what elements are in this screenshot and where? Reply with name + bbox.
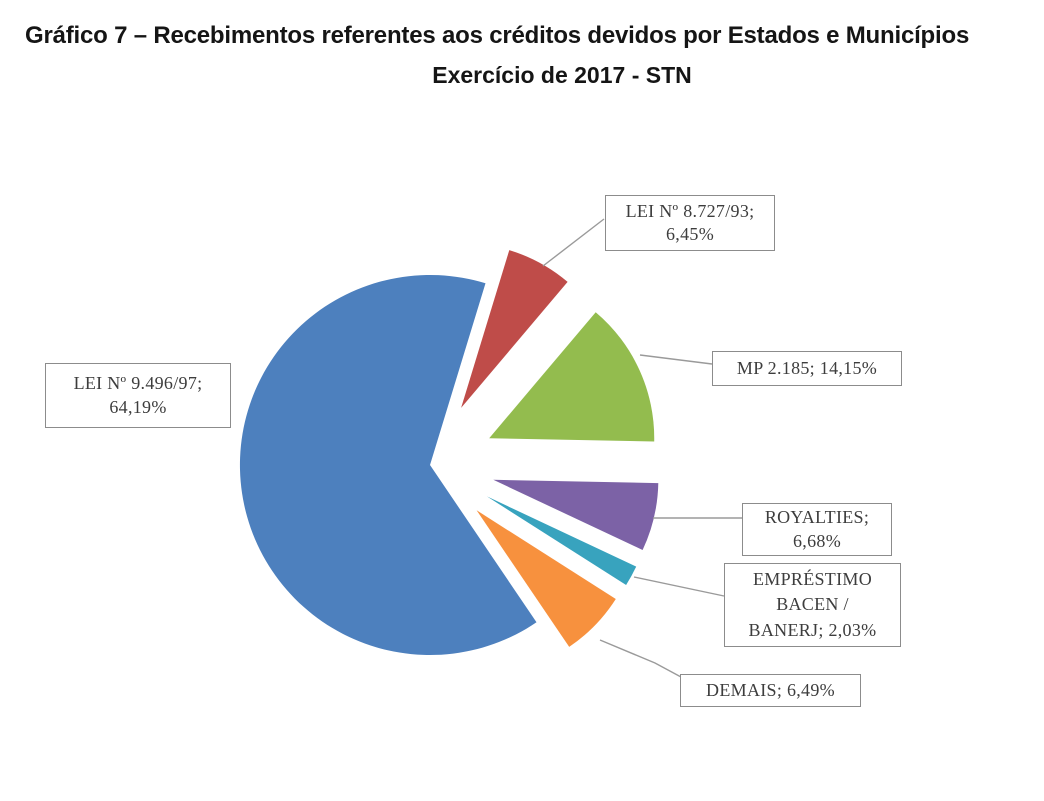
pie-slice-royalties: [493, 479, 659, 550]
label-text: LEI Nº 8.727/93;: [625, 200, 755, 221]
leader-lines-group: [542, 218, 742, 678]
label-text: ROYALTIES;: [764, 507, 870, 528]
label-text: EMPRÉSTIMO: [752, 569, 872, 590]
label-text: 6,45%: [666, 224, 714, 244]
label-text: DEMAIS; 6,49%: [706, 679, 835, 700]
label-box-lei-8727: LEI Nº 8.727/93; 6,45%: [605, 195, 775, 251]
pie-slice-mp-2-185: [489, 312, 655, 442]
pie-slice-lei-n-9-496-97: [239, 274, 537, 655]
label-text: 6,68%: [793, 530, 841, 551]
pie-slice-empr-stimo-bacen-banerj: [486, 496, 637, 585]
label-text: BANERJ; 2,03%: [748, 619, 877, 640]
pie-slices-group: [239, 250, 659, 655]
pie-slice-demais: [476, 510, 616, 647]
pie-slice-lei-n-8-727-93: [461, 250, 568, 408]
label-text: BACEN /: [776, 594, 849, 615]
leader-line: [599, 639, 682, 678]
leader-line: [639, 354, 713, 365]
chart-title-line1: Gráfico 7 – Recebimentos referentes aos …: [25, 22, 970, 49]
chart-title-line2: Exercício de 2017 - STN: [432, 62, 692, 88]
label-text: MP 2.185; 14,15%: [736, 357, 878, 378]
leader-line: [633, 576, 725, 597]
label-box-emprestimo-bacen-banerj: EMPRÉSTIMO BACEN / BANERJ; 2,03%: [724, 563, 901, 647]
label-text: 64,19%: [109, 396, 167, 417]
label-box-lei-9496: LEI Nº 9.496/97; 64,19%: [45, 363, 231, 428]
leader-line: [542, 218, 605, 267]
label-box-royalties: ROYALTIES; 6,68%: [742, 503, 892, 556]
label-text: LEI Nº 9.496/97;: [73, 373, 203, 394]
label-box-mp-2185: MP 2.185; 14,15%: [712, 351, 902, 386]
label-box-demais: DEMAIS; 6,49%: [680, 674, 861, 707]
